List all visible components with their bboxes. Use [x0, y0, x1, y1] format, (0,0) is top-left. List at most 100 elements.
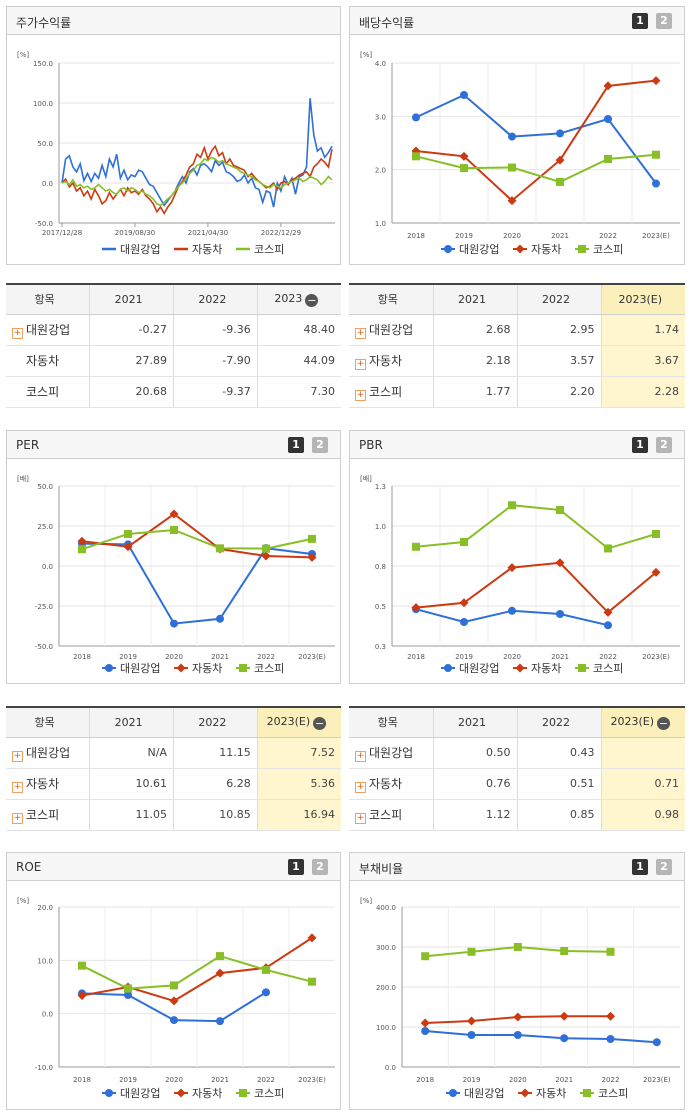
legend-item: 대원강업: [446, 1087, 504, 1100]
row-label[interactable]: + 자동차: [6, 768, 90, 800]
plus-icon[interactable]: +: [12, 812, 23, 824]
y-tick-label: -50.0: [35, 643, 53, 651]
x-tick-label: 2019: [455, 653, 473, 661]
row-label[interactable]: + 코스피: [6, 799, 90, 831]
page-1-button[interactable]: 1: [288, 859, 304, 875]
y-tick-label: 1.3: [375, 483, 386, 491]
column-header-label: 2023(E): [266, 714, 311, 728]
legend-marker: [515, 244, 525, 254]
table-cell: 10.61: [89, 768, 174, 800]
data-point: [78, 545, 86, 554]
legend-marker: [449, 1089, 457, 1097]
debt-ratio-chart: [%] 400.0 300.0 200.0 100.0 0.0 2018 2019 2020 20…: [360, 897, 680, 1100]
row-label[interactable]: + 대원강업: [6, 737, 90, 769]
legend-label: 코스피: [593, 662, 623, 675]
series-line: [81, 512, 313, 559]
data-point: [420, 1018, 430, 1028]
minus-circle-icon[interactable]: −: [657, 716, 671, 730]
page-1-button[interactable]: 1: [632, 859, 648, 875]
row-label-text: 대원강업: [369, 745, 414, 760]
table-cell: 0.51: [516, 768, 601, 800]
y-tick-label: 100.0: [33, 100, 53, 108]
y-tick-label: -10.0: [35, 1064, 53, 1072]
series-line: [415, 153, 657, 183]
data-point: [77, 991, 87, 1001]
page-2-button[interactable]: 2: [656, 859, 672, 875]
plus-icon[interactable]: +: [355, 781, 366, 793]
column-header: 2021: [432, 707, 517, 738]
data-point: [169, 996, 179, 1006]
column-header-label: 항목: [34, 293, 55, 307]
x-tick-label: 2021: [211, 653, 229, 661]
data-point: [460, 91, 468, 99]
data-point: [460, 164, 468, 173]
data-point: [308, 534, 316, 543]
row-label[interactable]: + 자동차: [349, 768, 433, 800]
x-tick-label: 2022: [599, 232, 617, 240]
plus-icon[interactable]: +: [12, 750, 23, 762]
data-point: [508, 501, 516, 510]
data-point: [652, 179, 660, 188]
table-cell: 44.09: [256, 345, 341, 377]
pbr-table: 항목 2021 2022 2023(E) − + 대원강업 0.50 0.43 + 자동차 0.76 0…: [349, 706, 685, 831]
column-header-label: 2022: [542, 715, 570, 729]
page-2-button[interactable]: 2: [656, 13, 672, 29]
page-2-button[interactable]: 2: [312, 859, 328, 875]
page-1-button[interactable]: 1: [632, 13, 648, 29]
row-label[interactable]: + 코스피: [349, 799, 433, 831]
minus-circle-icon[interactable]: −: [313, 716, 327, 730]
table-cell: -0.27: [89, 314, 174, 346]
unit-label: [%]: [17, 51, 29, 59]
page-1-button[interactable]: 1: [288, 437, 304, 453]
page-1-button[interactable]: 1: [632, 437, 648, 453]
data-point: [508, 132, 516, 141]
legend-item: 자동차: [513, 243, 561, 256]
row-label[interactable]: + 대원강업: [349, 314, 433, 346]
row-label-text: 코스피: [369, 807, 403, 822]
legend-label: 대원강업: [459, 243, 499, 256]
plus-icon[interactable]: +: [355, 358, 366, 370]
plus-icon[interactable]: +: [355, 812, 366, 824]
series-line-대원강업: [61, 98, 333, 208]
data-point: [412, 542, 420, 551]
row-label[interactable]: + 대원강업: [6, 314, 90, 346]
table-row: + 코스피 11.05 10.85 16.94: [6, 799, 341, 831]
y-tick-label: 0.0: [42, 180, 53, 188]
y-tick-label: 0.8: [375, 563, 386, 571]
plus-icon[interactable]: +: [12, 781, 23, 793]
table-row: + 대원강업 -0.27 -9.36 48.40: [6, 314, 341, 346]
row-label-text: 자동차: [26, 776, 60, 791]
row-label[interactable]: + 대원강업: [349, 737, 433, 769]
row-label[interactable]: + 자동차: [349, 345, 433, 377]
column-header: 항목: [6, 284, 90, 315]
table-row: + 코스피 1.12 0.85 0.98: [349, 799, 685, 831]
page-2-button[interactable]: 2: [312, 437, 328, 453]
table-cell: 1.77: [432, 376, 517, 408]
x-tick-label: 2020: [165, 1076, 183, 1084]
plus-icon[interactable]: +: [355, 389, 366, 401]
column-header: 2023(E) −: [256, 707, 341, 738]
series-line-자동차: [61, 144, 333, 216]
plus-icon[interactable]: +: [355, 327, 366, 339]
legend-label: 자동차: [531, 243, 561, 256]
legend-marker: [520, 1088, 530, 1098]
minus-circle-icon[interactable]: −: [305, 293, 319, 307]
x-tick-label: 2020: [503, 653, 521, 661]
x-tick-label: 2023(E): [642, 232, 670, 240]
series-line: [81, 542, 313, 625]
data-point: [556, 610, 564, 618]
x-tick-label: 2019/08/30: [115, 229, 155, 237]
series-자동차: [411, 558, 661, 617]
data-point: [467, 947, 476, 956]
legend-label: 대원강업: [120, 662, 160, 675]
row-label[interactable]: + 코스피: [349, 376, 433, 408]
legend-item: 코스피: [236, 243, 284, 256]
x-tick-label: 2021: [551, 653, 569, 661]
series-대원강업: [78, 988, 270, 1026]
plus-icon[interactable]: +: [355, 750, 366, 762]
column-header-label: 2023: [274, 291, 303, 305]
x-tick-label: 2023(E): [298, 653, 326, 661]
page-2-button[interactable]: 2: [656, 437, 672, 453]
plus-icon[interactable]: +: [12, 327, 23, 339]
y-tick-label: 100.0: [376, 1024, 396, 1032]
